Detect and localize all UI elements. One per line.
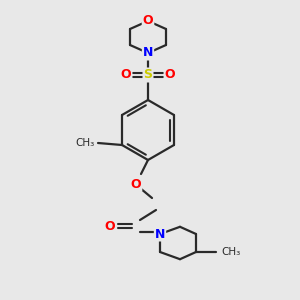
Text: O: O bbox=[121, 68, 131, 82]
Text: O: O bbox=[105, 220, 115, 232]
Text: O: O bbox=[165, 68, 175, 82]
Text: N: N bbox=[155, 227, 165, 241]
Text: N: N bbox=[143, 46, 153, 59]
Text: S: S bbox=[143, 68, 152, 82]
Text: O: O bbox=[131, 178, 141, 190]
Text: O: O bbox=[143, 14, 153, 28]
Text: CH₃: CH₃ bbox=[221, 247, 240, 257]
Text: CH₃: CH₃ bbox=[76, 138, 95, 148]
